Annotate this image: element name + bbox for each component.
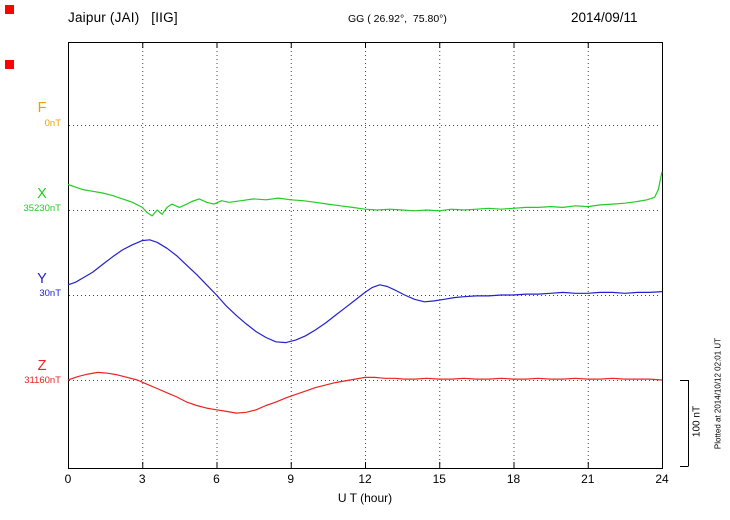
- scale-bar-label: 100 nT: [691, 405, 703, 438]
- baseline-value-Z: 31160nT: [24, 375, 61, 386]
- x-tick-label: 24: [655, 472, 669, 486]
- geo-coordinates: GG ( 26.92°, 75.80°): [348, 13, 447, 25]
- x-tick-label: 21: [581, 472, 595, 486]
- component-label-F: F: [37, 100, 47, 116]
- red-marker-icon: [5, 60, 14, 69]
- x-tick-label: 15: [432, 472, 446, 486]
- x-tick-label: 3: [138, 472, 146, 486]
- baseline-value-X: 35230nT: [23, 203, 61, 214]
- component-label-Z: Z: [37, 358, 47, 374]
- red-marker-icon: [5, 5, 14, 14]
- baseline-value-F: 0nT: [44, 118, 61, 129]
- x-tick-label: 0: [64, 472, 72, 486]
- station-title: Jaipur (JAI) [IIG]: [68, 10, 178, 25]
- baseline-value-Y: 30nT: [39, 288, 61, 299]
- component-label-X: X: [37, 186, 47, 202]
- x-tick-label: 12: [358, 472, 372, 486]
- plot-date: 2014/09/11: [571, 10, 638, 25]
- component-label-Y: Y: [37, 271, 47, 287]
- plotted-at-note: Plotted at 2014/10/12 02:01 UT: [713, 337, 723, 450]
- x-tick-label: 6: [213, 472, 220, 486]
- x-tick-label: 18: [506, 472, 521, 486]
- x-axis-title: U T (hour): [337, 491, 393, 505]
- x-tick-label: 9: [287, 472, 295, 486]
